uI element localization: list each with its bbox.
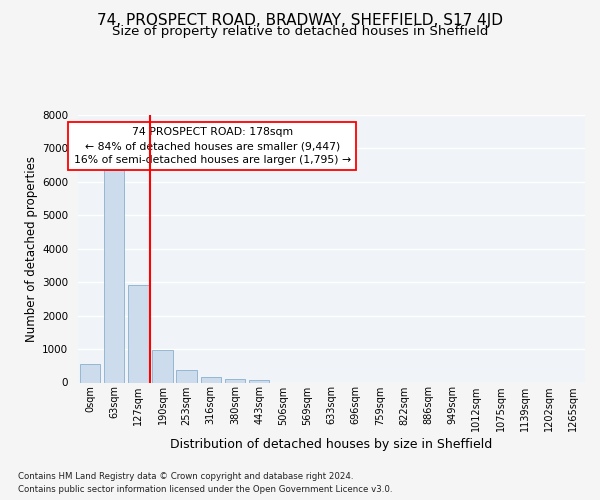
Text: Size of property relative to detached houses in Sheffield: Size of property relative to detached ho… bbox=[112, 25, 488, 38]
Bar bbox=[104, 170, 124, 382]
Y-axis label: Number of detached properties: Number of detached properties bbox=[25, 156, 38, 342]
Bar bbox=[224, 379, 245, 382]
Text: Contains public sector information licensed under the Open Government Licence v3: Contains public sector information licen… bbox=[18, 485, 392, 494]
Bar bbox=[152, 350, 173, 382]
Text: 74, PROSPECT ROAD, BRADWAY, SHEFFIELD, S17 4JD: 74, PROSPECT ROAD, BRADWAY, SHEFFIELD, S… bbox=[97, 12, 503, 28]
Text: Contains HM Land Registry data © Crown copyright and database right 2024.: Contains HM Land Registry data © Crown c… bbox=[18, 472, 353, 481]
Bar bbox=[200, 377, 221, 382]
Bar bbox=[80, 364, 100, 382]
X-axis label: Distribution of detached houses by size in Sheffield: Distribution of detached houses by size … bbox=[170, 438, 493, 450]
Bar bbox=[249, 380, 269, 382]
Bar bbox=[176, 370, 197, 382]
Text: 74 PROSPECT ROAD: 178sqm
← 84% of detached houses are smaller (9,447)
16% of sem: 74 PROSPECT ROAD: 178sqm ← 84% of detach… bbox=[74, 127, 351, 165]
Bar bbox=[128, 285, 149, 382]
